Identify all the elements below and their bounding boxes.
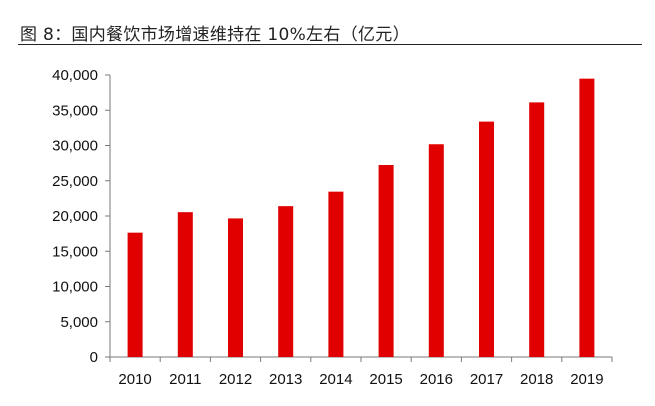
bar-2013 [278,206,294,357]
y-tick-label: 15,000 [52,243,98,260]
bar-2012 [228,218,243,357]
y-tick-label: 20,000 [52,208,98,225]
x-axis: 2010 2011 2012 2013 2014 2015 2016 2017 2018 2019 [109,356,613,388]
y-tick-label: 5,000 [60,314,98,331]
y-axis: 0 5,000 10,000 15,000 20,000 25,000 30,000 35,0… [52,67,111,366]
x-tick-label: 2014 [319,371,352,388]
bar-series [127,78,595,358]
bar-2019 [579,78,595,358]
x-tick-label: 2017 [470,371,503,388]
x-tick-label: 2019 [570,371,603,388]
bar-2015 [378,165,394,357]
x-tick-label: 2013 [269,371,302,388]
bar-2011 [177,212,193,357]
x-tick-label: 2011 [169,371,201,388]
x-tick-label: 2010 [118,371,151,388]
y-tick-label: 40,000 [52,67,98,84]
x-tick-label: 2012 [219,371,252,388]
y-tick-label: 35,000 [52,102,98,119]
y-tick-label: 10,000 [52,279,98,296]
bar-2017 [479,121,494,358]
x-tick-label: 2018 [520,371,553,388]
y-tick-label: 30,000 [52,138,98,155]
bar-2014 [328,191,344,357]
title-rule [18,44,642,45]
figure-title: 图 8：国内餐饮市场增速维持在 10%左右（亿元） [20,25,410,45]
bar-2010 [127,232,143,357]
y-tick-label: 25,000 [52,173,98,190]
x-tick-label: 2016 [420,371,453,388]
bar-2016 [428,144,444,357]
y-tick-label: 0 [90,349,98,366]
x-tick-label: 2015 [369,371,402,388]
bar-2018 [529,102,545,357]
